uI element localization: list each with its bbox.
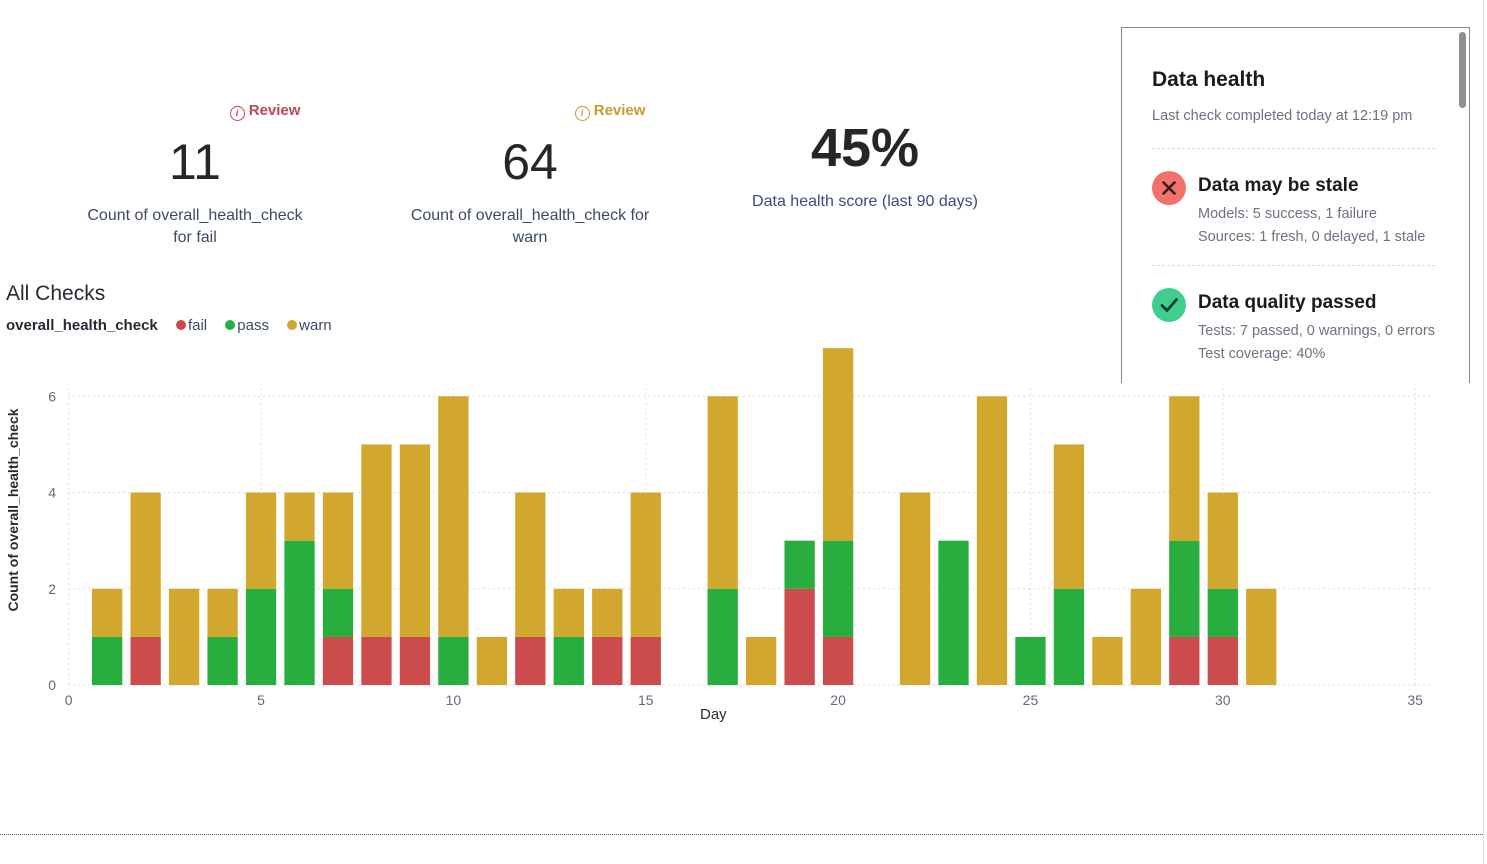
svg-text:0: 0: [48, 677, 56, 693]
svg-text:5: 5: [257, 692, 265, 708]
svg-text:0: 0: [65, 692, 73, 708]
svg-text:35: 35: [1407, 692, 1423, 708]
svg-text:10: 10: [446, 692, 462, 708]
svg-text:2: 2: [48, 581, 56, 597]
svg-text:20: 20: [830, 692, 846, 708]
svg-text:6: 6: [48, 388, 56, 404]
svg-text:15: 15: [638, 692, 654, 708]
svg-text:25: 25: [1023, 692, 1039, 708]
svg-text:30: 30: [1215, 692, 1231, 708]
svg-text:4: 4: [48, 485, 56, 501]
